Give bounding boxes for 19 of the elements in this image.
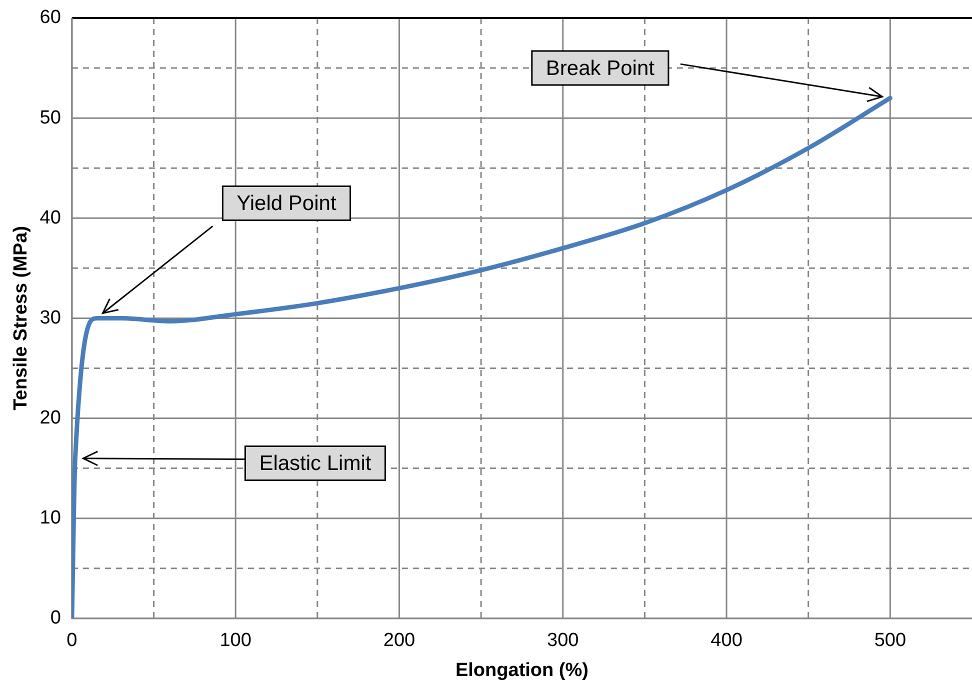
y-tick-label: 30 xyxy=(40,307,61,328)
y-tick-label: 10 xyxy=(40,508,61,529)
annotation: Yield Point xyxy=(236,192,336,215)
y-tick-label: 50 xyxy=(40,107,61,128)
x-tick-label: 500 xyxy=(874,630,906,652)
y-tick-label: 60 xyxy=(40,7,61,28)
x-axis-title: Elongation (%) xyxy=(455,660,588,681)
y-axis-title: Tensile Stress (MPa) xyxy=(10,226,32,410)
x-tick-label: 300 xyxy=(547,630,579,652)
line-series xyxy=(72,96,892,618)
y-tick-label: 40 xyxy=(40,207,61,228)
x-tick-label: 200 xyxy=(383,630,416,652)
annotation: Break Point xyxy=(546,56,655,80)
x-tick-label: 400 xyxy=(710,630,742,652)
y-tick-label: 20 xyxy=(40,408,61,428)
y-tick-label: 0 xyxy=(50,608,61,629)
x-tick-label: 0 xyxy=(66,630,78,652)
annotation: Elastic Limit xyxy=(259,452,372,476)
x-tick-label: 100 xyxy=(220,630,252,652)
